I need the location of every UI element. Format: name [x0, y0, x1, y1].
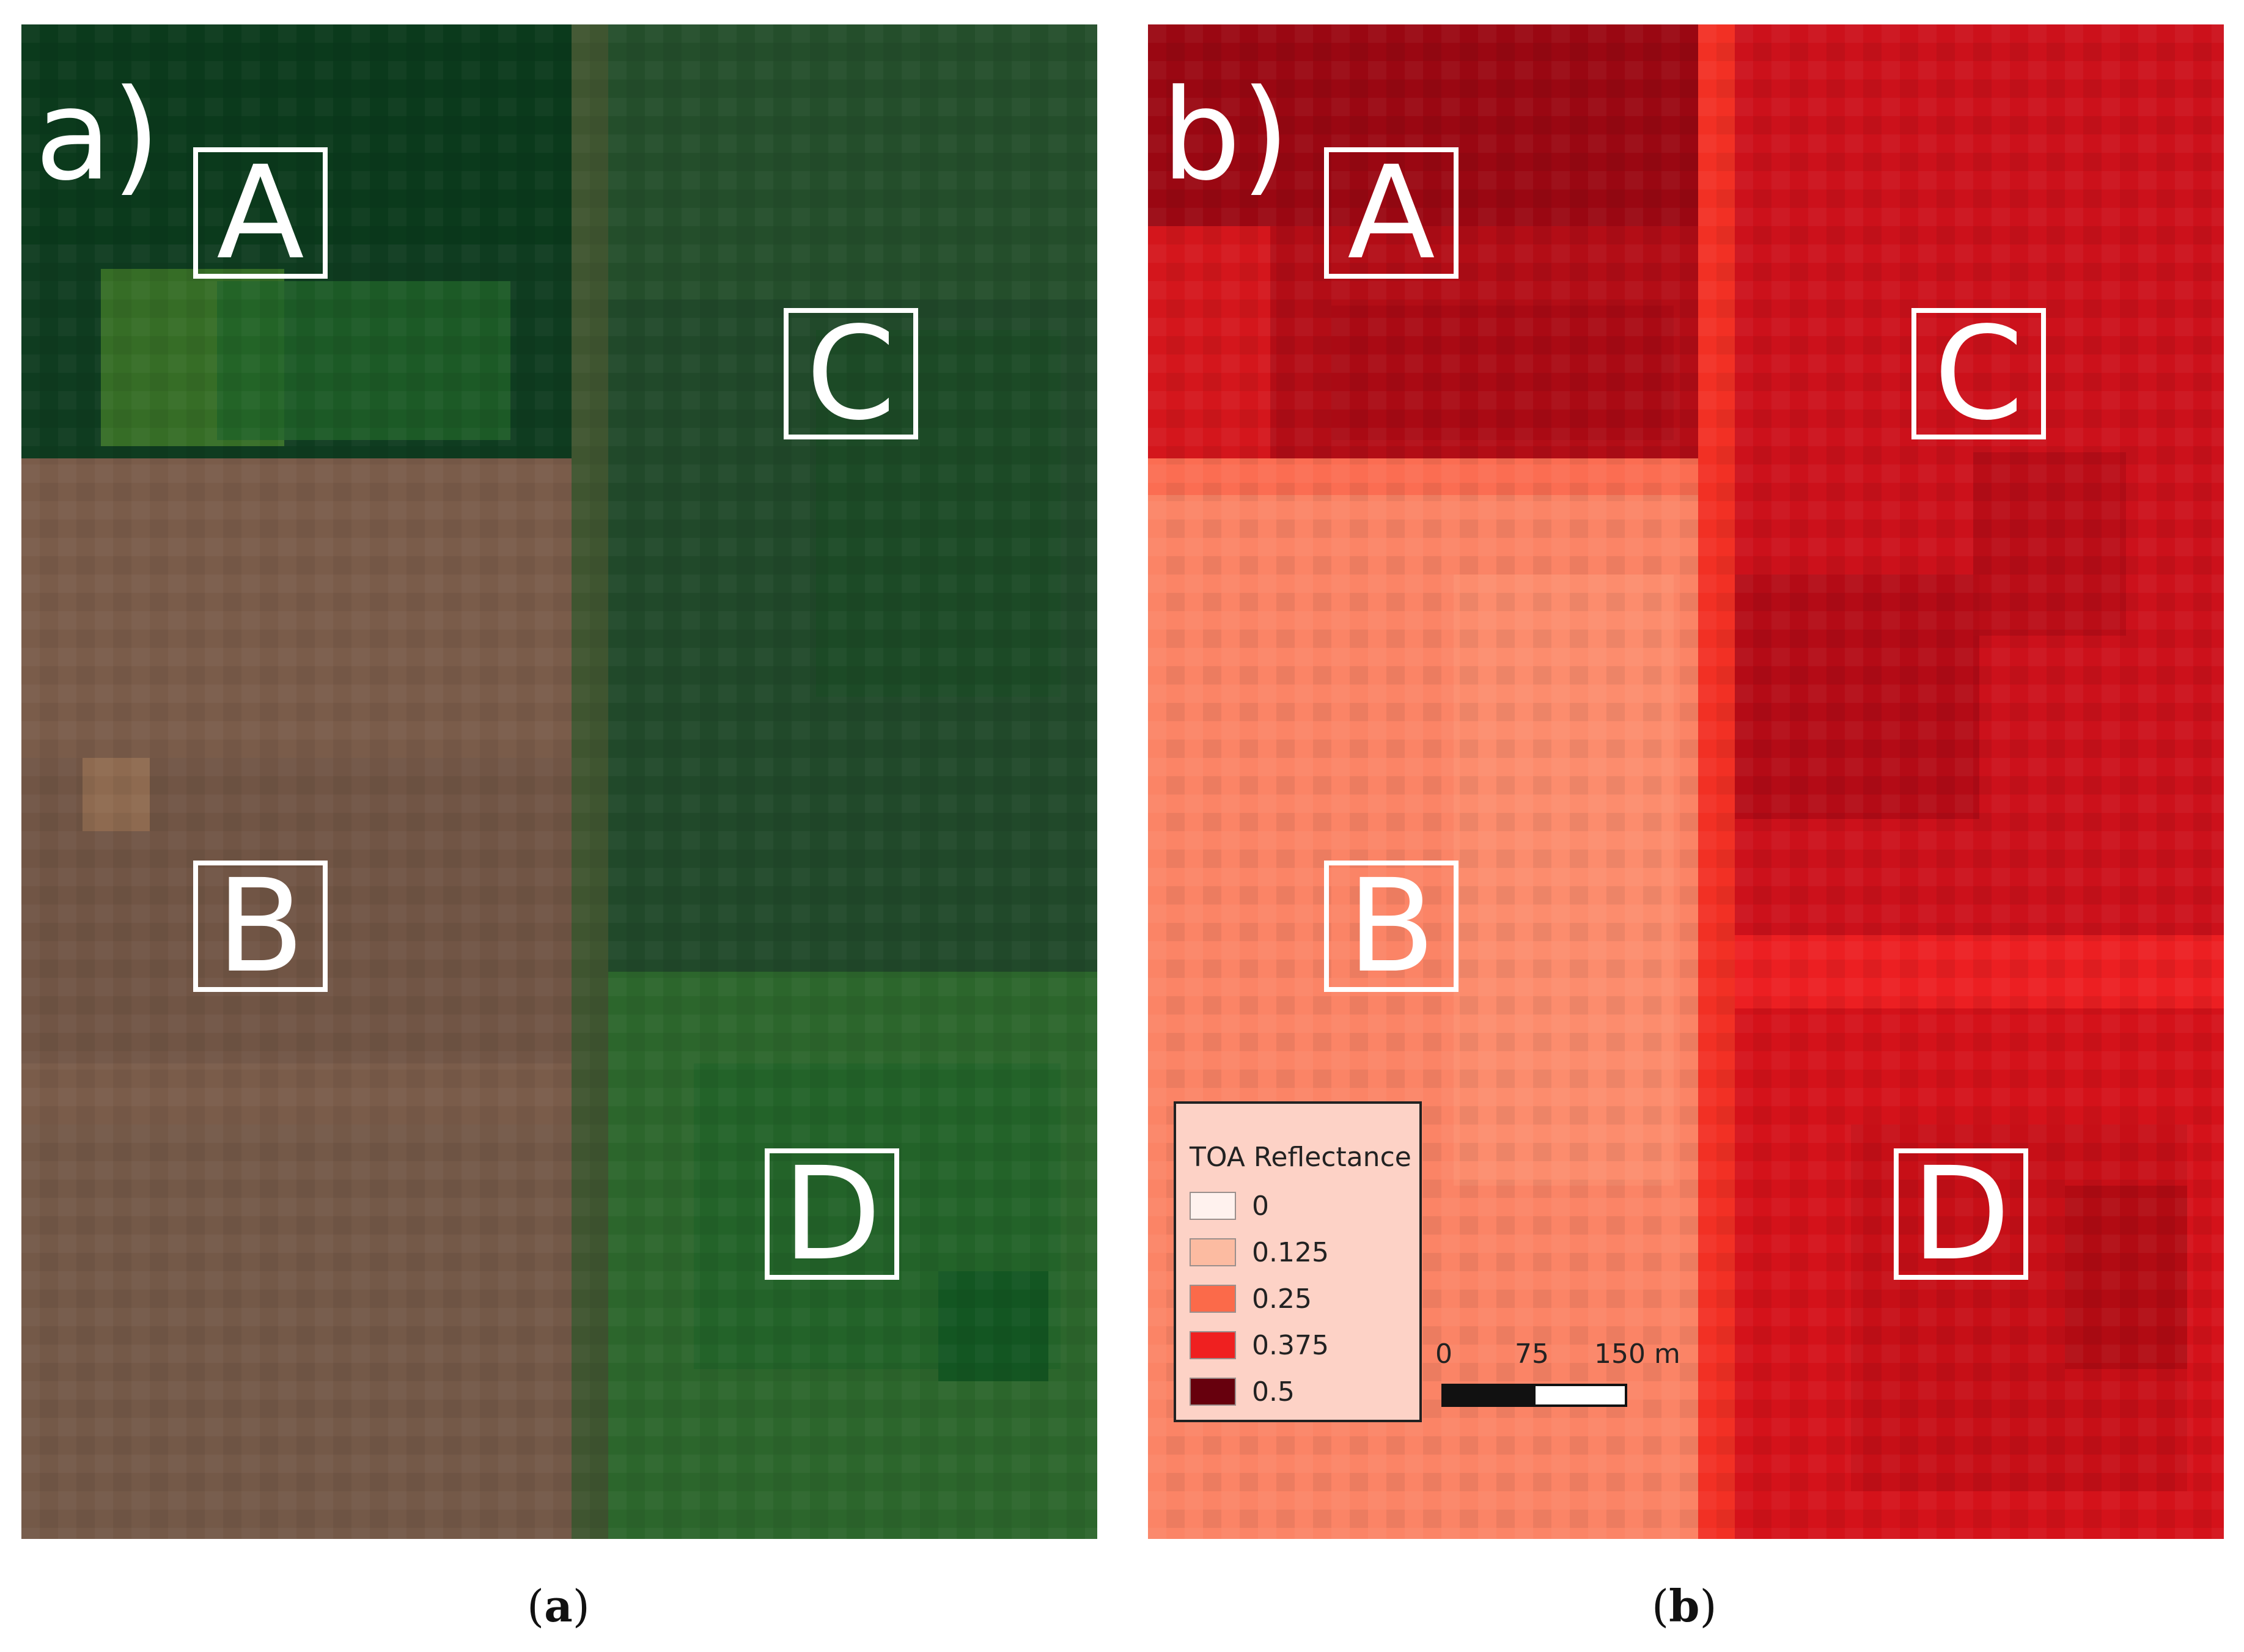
field-label-b: B: [1324, 861, 1459, 992]
caption-a-letter: a: [544, 1580, 573, 1632]
scale-label-75: 75: [1515, 1338, 1549, 1370]
field-label-a: A: [193, 147, 328, 279]
legend-label: 0: [1252, 1191, 1269, 1222]
field-label-a: A: [1324, 147, 1459, 279]
legend-swatch: [1190, 1331, 1236, 1359]
scale-bar: 0 75 150 m: [1435, 1338, 1704, 1424]
legend-swatch: [1190, 1238, 1236, 1266]
scale-bar-white-segment: [1533, 1384, 1627, 1407]
caption-a: (a): [527, 1580, 590, 1632]
scale-label-0: 0: [1435, 1338, 1452, 1370]
legend-swatch: [1190, 1192, 1236, 1220]
legend: TOA Reflectance 0 0.125 0.25 0.375 0.5: [1174, 1101, 1422, 1422]
caption-b: (b): [1652, 1580, 1717, 1632]
field-label-d: D: [1894, 1148, 2028, 1280]
panel-b-label: b): [1161, 63, 1290, 208]
legend-label: 0.125: [1252, 1237, 1329, 1268]
legend-label: 0.25: [1252, 1283, 1312, 1315]
field-label-b: B: [193, 861, 328, 992]
panel-b-image: [1148, 24, 2224, 1539]
panel-a-label: a): [35, 63, 161, 208]
legend-swatch: [1190, 1285, 1236, 1313]
caption-b-letter: b: [1669, 1580, 1700, 1632]
field-label-c: C: [1911, 308, 2046, 439]
scale-bar-black-segment: [1441, 1384, 1536, 1407]
legend-label: 0.5: [1252, 1376, 1295, 1408]
legend-title: TOA Reflectance: [1190, 1142, 1411, 1173]
panel-b-reflectance-map: b) A C B D TOA Reflectance 0 0.125 0.25 …: [1148, 24, 2224, 1539]
panel-a-true-color-map: a) A C B D: [21, 24, 1097, 1539]
legend-label: 0.375: [1252, 1330, 1329, 1361]
panel-a-image: [21, 24, 1097, 1539]
scale-label-150: 150 m: [1594, 1338, 1680, 1370]
legend-swatch: [1190, 1378, 1236, 1406]
field-label-c: C: [784, 308, 918, 439]
field-label-d: D: [765, 1148, 899, 1280]
